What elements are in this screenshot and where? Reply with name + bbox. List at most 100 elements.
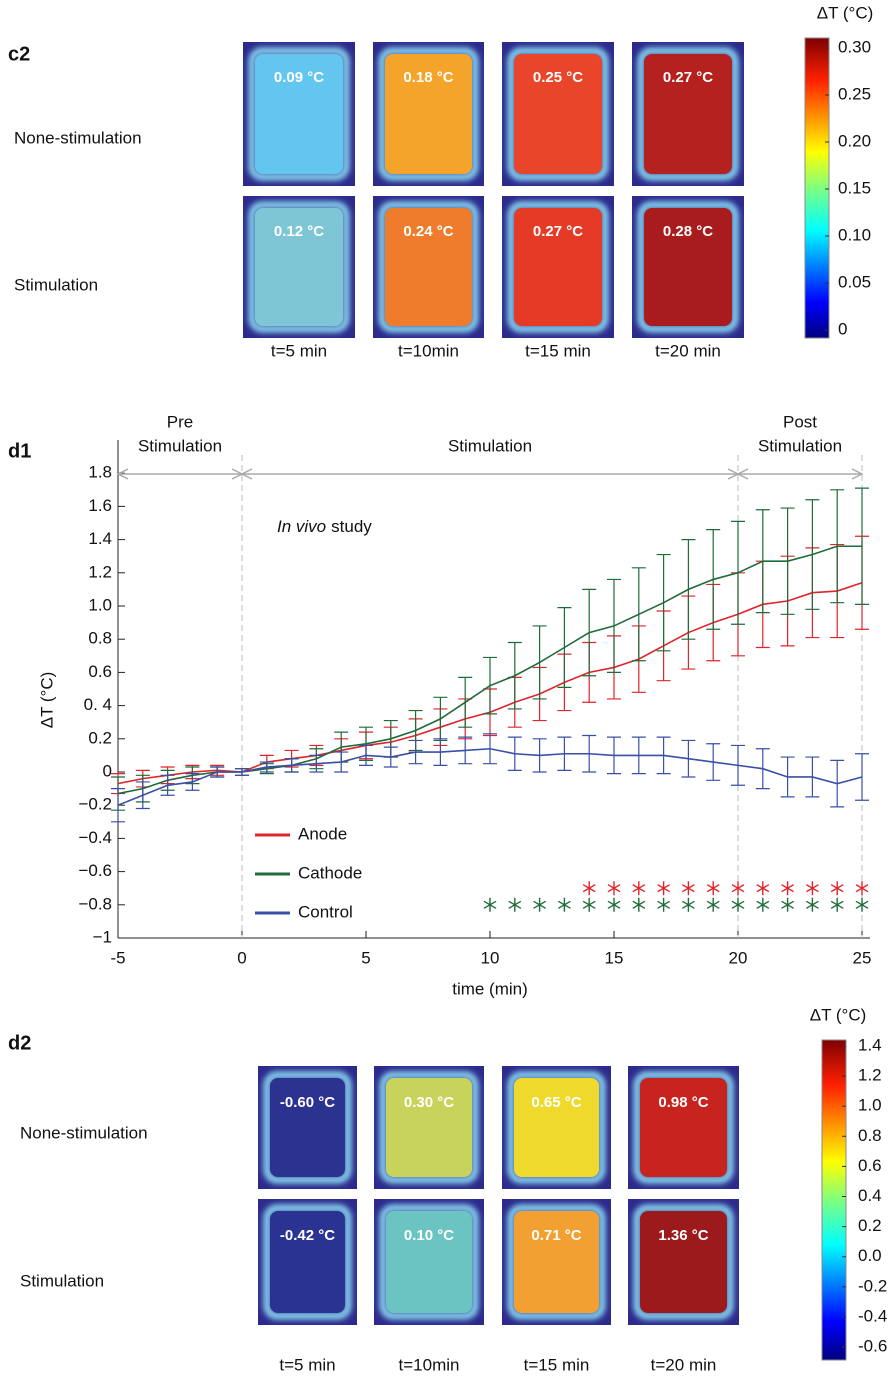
- significance-marker: [782, 898, 794, 912]
- annotation: In vivostudy: [277, 517, 372, 536]
- y-tick-label: 1.0: [88, 595, 112, 614]
- heat-cell: 0.24 °C: [373, 196, 484, 338]
- colorbar-tick-label: -0.2: [858, 1276, 887, 1295]
- heat-cell: -0.42 °C: [258, 1199, 357, 1325]
- phase-label: Stimulation: [758, 436, 842, 455]
- cell-fill: [270, 1078, 345, 1177]
- colorbar-tick-label: -0.4: [858, 1306, 887, 1325]
- phase-label: Stimulation: [448, 436, 532, 455]
- colorbar-tick-label: 0.20: [838, 131, 871, 150]
- colorbar-tick-label: 0.0: [858, 1246, 882, 1265]
- significance-marker: [707, 898, 719, 912]
- annotation-text: study: [331, 517, 372, 536]
- cell-value: 0.18 °C: [403, 69, 453, 86]
- colorbar-tick-label: 0: [838, 319, 847, 338]
- significance-marker: [608, 881, 620, 895]
- y-tick-label: 0.2: [88, 728, 112, 747]
- cell-value: 0.09 °C: [274, 69, 324, 86]
- heat-cell: 0.98 °C: [628, 1066, 739, 1189]
- significance-marker: [806, 881, 818, 895]
- cell-value: 0.65 °C: [531, 1094, 581, 1111]
- significance-marker: [608, 898, 620, 912]
- cell-value: 0.25 °C: [533, 69, 583, 86]
- y-tick-label: 1.2: [88, 562, 112, 581]
- row-label: None-stimulation: [20, 1123, 148, 1142]
- y-tick-label: −0.4: [78, 828, 112, 847]
- panel-label: d1: [8, 440, 31, 462]
- y-tick-label: −0.8: [78, 894, 112, 913]
- colorbar-tick-label: 0.25: [838, 84, 871, 103]
- panel-label: c2: [8, 43, 30, 65]
- y-tick-label: 0. 4: [84, 695, 112, 714]
- colorbar-tick-label: 0.2: [858, 1216, 882, 1235]
- significance-marker: [484, 898, 496, 912]
- significance-marker: [806, 898, 818, 912]
- significance-marker: [583, 898, 595, 912]
- heat-cell: 0.25 °C: [502, 42, 614, 186]
- column-label: t=20 min: [655, 341, 721, 360]
- x-tick-label: 25: [853, 948, 872, 967]
- panel-label: d2: [8, 1032, 31, 1054]
- significance-marker: [856, 881, 868, 895]
- cell-fill: [386, 1078, 472, 1177]
- significance-marker: [682, 898, 694, 912]
- cell-value: 0.71 °C: [531, 1227, 581, 1244]
- significance-marker: [707, 881, 719, 895]
- heat-cell: 0.65 °C: [502, 1066, 611, 1189]
- phase-label: Pre: [167, 412, 193, 431]
- x-tick-label: 15: [605, 948, 624, 967]
- colorbar-tick-label: 0.4: [858, 1186, 882, 1205]
- colorbar: [822, 1040, 846, 1360]
- significance-marker: [534, 898, 546, 912]
- row-label: Stimulation: [14, 275, 98, 294]
- heat-cell: 0.30 °C: [374, 1066, 484, 1189]
- legend-label: Anode: [298, 824, 347, 843]
- y-tick-label: −1: [93, 927, 112, 946]
- cell-value: 1.36 °C: [658, 1227, 708, 1244]
- y-tick-label: −0.2: [78, 795, 112, 814]
- heat-cell: 0.12 °C: [243, 196, 355, 338]
- figure: c2 None-stimulation Stimulation t=5 min t=10…: [0, 0, 889, 1382]
- cell-value: -0.42 °C: [280, 1227, 335, 1244]
- colorbar-tick-label: -0.6: [858, 1336, 887, 1355]
- significance-marker: [757, 881, 769, 895]
- significance-marker: [831, 898, 843, 912]
- y-tick-label: −0.6: [78, 861, 112, 880]
- column-label: t=10min: [399, 1355, 460, 1374]
- heat-cell: 0.18 °C: [373, 42, 484, 186]
- x-tick-label: 5: [361, 948, 370, 967]
- row-label: None-stimulation: [14, 128, 142, 147]
- significance-marker: [782, 881, 794, 895]
- colorbar-tick-label: 0.10: [838, 225, 871, 244]
- colorbar-title: ΔT (°C): [817, 3, 874, 22]
- cell-fill: [640, 1078, 727, 1177]
- colorbar-title: ΔT (°C): [810, 1005, 867, 1024]
- significance-marker: [583, 881, 595, 895]
- column-label: t=20 min: [651, 1355, 717, 1374]
- colorbar-tick-label: 0.15: [838, 178, 871, 197]
- colorbar-tick-label: 0.8: [858, 1126, 882, 1145]
- cell-value: 0.10 °C: [404, 1227, 454, 1244]
- column-label: t=5 min: [279, 1355, 335, 1374]
- colorbar: [805, 38, 829, 338]
- cell-value: 0.24 °C: [403, 223, 453, 240]
- heat-cell: 0.09 °C: [243, 42, 355, 186]
- y-tick-label: 0.8: [88, 629, 112, 648]
- colorbar-tick-label: 1.0: [858, 1096, 882, 1115]
- significance-marker: [732, 881, 744, 895]
- row-label: Stimulation: [20, 1271, 104, 1290]
- heat-cell: 0.10 °C: [374, 1199, 484, 1325]
- x-tick-label: 20: [729, 948, 748, 967]
- x-tick-label: 0: [237, 948, 246, 967]
- y-tick-label: 0.6: [88, 662, 112, 681]
- cell-value: 0.30 °C: [404, 1094, 454, 1111]
- phase-label: Post: [783, 412, 817, 431]
- significance-marker: [633, 898, 645, 912]
- significance-marker: [658, 881, 670, 895]
- heat-cell: 0.28 °C: [632, 196, 744, 338]
- x-tick-label: -5: [110, 948, 125, 967]
- heat-cell: -0.60 °C: [258, 1066, 357, 1189]
- cell-fill: [514, 1078, 599, 1177]
- colorbar-tick-label: 0.05: [838, 272, 871, 291]
- cell-value: 0.27 °C: [533, 223, 583, 240]
